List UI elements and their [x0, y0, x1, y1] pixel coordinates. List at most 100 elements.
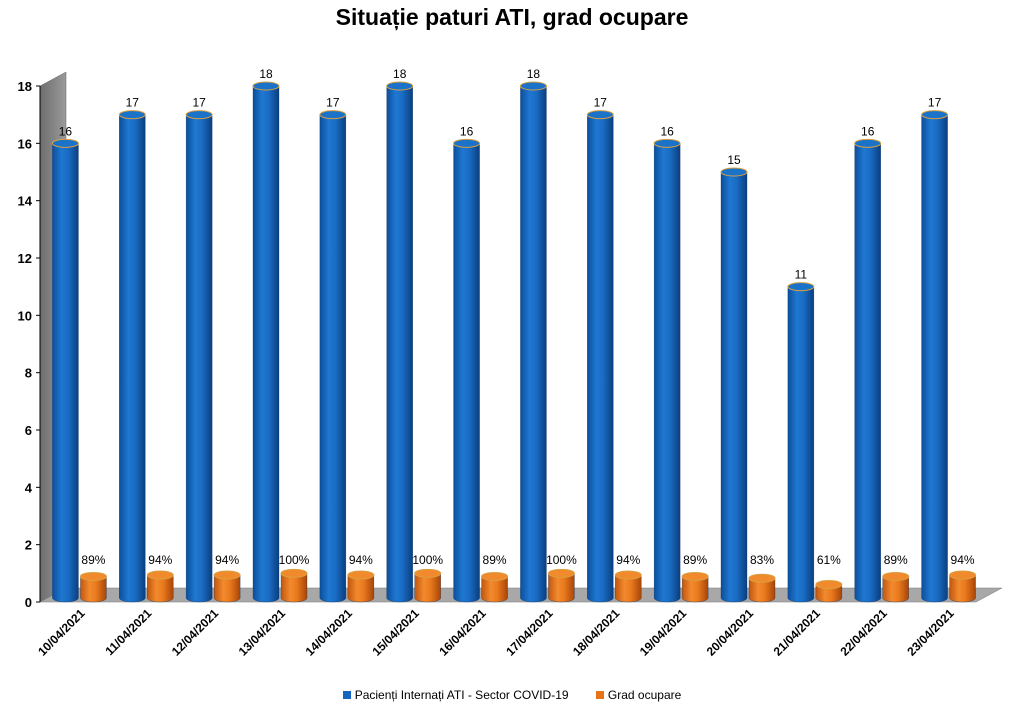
bar-occupancy-body	[815, 584, 843, 603]
data-label-patients: 17	[326, 96, 340, 110]
y-tick-label: 8	[25, 366, 32, 381]
bar-patients-top	[720, 167, 748, 177]
y-tick-label: 4	[25, 480, 33, 495]
x-tick-label: 19/04/2021	[637, 606, 690, 659]
bar-patients-body	[185, 114, 213, 603]
bar-patients-body	[119, 114, 146, 603]
bar-patients	[185, 110, 213, 603]
bar-occupancy-top	[882, 571, 910, 581]
legend-label-patients: Pacienți Internați ATI - Sector COVID-19	[354, 688, 569, 702]
bar-patients	[453, 138, 481, 603]
y-tick-label: 2	[25, 538, 32, 553]
bar-patients-body	[921, 114, 948, 603]
data-label-patients: 16	[59, 124, 73, 138]
data-label-occupancy: 94%	[349, 553, 373, 567]
bar-occupancy-body	[949, 574, 976, 603]
x-tick-label: 15/04/2021	[369, 606, 422, 659]
bar-occupancy-body	[80, 576, 107, 603]
x-tick-label: 20/04/2021	[704, 606, 757, 659]
bar-occupancy-body	[882, 576, 909, 603]
data-label-patients: 16	[460, 124, 474, 138]
bar-occupancy	[815, 580, 843, 603]
bar-occupancy-body	[347, 574, 375, 603]
bar-patients	[252, 81, 280, 603]
data-label-patients: 17	[126, 96, 140, 110]
data-label-occupancy: 100%	[546, 553, 577, 567]
x-tick-label: 18/04/2021	[570, 606, 623, 659]
legend-label-occupancy: Grad ocupare	[607, 688, 682, 702]
bar-occupancy-top	[347, 570, 375, 580]
bar-occupancy-top	[815, 580, 843, 590]
data-label-occupancy: 89%	[884, 553, 908, 567]
legend-swatch-occupancy	[595, 691, 604, 699]
y-tick-label: 14	[18, 194, 33, 209]
data-label-occupancy: 94%	[616, 553, 640, 567]
chart-plot: 0 2 4 6 8 10 12 14 16 18 16 89% 17 94% 17 94% 18 100% 17 9…	[18, 67, 1003, 659]
bar-patients-top	[319, 110, 347, 120]
y-tick-label: 0	[25, 595, 32, 610]
bar-occupancy-top	[547, 568, 575, 578]
bar-patients-top	[185, 110, 213, 120]
data-label-occupancy: 89%	[81, 553, 105, 567]
bar-occupancy-top	[949, 570, 977, 580]
bar-patients-body	[453, 143, 480, 603]
bar-patients-top	[519, 81, 547, 91]
bar-patients-body	[252, 85, 280, 603]
bar-patients-body	[854, 143, 881, 603]
data-label-patients: 17	[928, 96, 942, 110]
bar-occupancy-body	[748, 578, 776, 603]
bar-patients	[787, 282, 815, 603]
bar-group: 16 89% 17 94% 17 94% 18 100% 17 94% 18 100% 16 89% 18 1…	[51, 67, 977, 603]
bar-patients-body	[52, 143, 79, 603]
bar-occupancy	[414, 568, 442, 603]
bar-patients-top	[386, 81, 414, 91]
bar-patients-body	[720, 171, 748, 603]
data-label-occupancy: 94%	[148, 553, 172, 567]
bar-patients-body	[653, 143, 681, 603]
bar-patients-top	[586, 110, 614, 120]
legend-swatch-patients	[342, 691, 351, 699]
bar-occupancy-top	[614, 570, 642, 580]
bar-patients-body	[520, 85, 547, 603]
bar-occupancy	[481, 571, 509, 603]
data-label-patients: 18	[259, 67, 273, 81]
x-tick-label: 13/04/2021	[236, 606, 289, 659]
data-label-patients: 18	[527, 67, 541, 81]
legend: Pacienți Internați ATI - Sector COVID-19…	[0, 688, 1024, 702]
data-label-patients: 11	[795, 268, 808, 282]
bar-occupancy-top	[213, 570, 241, 580]
bar-occupancy-top	[748, 573, 776, 583]
bar-occupancy	[347, 570, 375, 603]
bar-patients-body	[386, 85, 413, 603]
x-tick-label: 12/04/2021	[169, 606, 222, 659]
x-tick-label: 23/04/2021	[904, 606, 957, 659]
bar-occupancy-body	[213, 574, 241, 603]
bar-patients	[118, 110, 146, 603]
x-axis: 10/04/2021 11/04/2021 12/04/2021 13/04/2021…	[35, 606, 957, 659]
data-label-patients: 16	[660, 124, 674, 138]
bar-patients-top	[51, 138, 79, 148]
bar-occupancy-top	[681, 571, 709, 581]
y-tick-label: 12	[18, 251, 32, 266]
bar-occupancy-top	[414, 568, 442, 578]
bar-occupancy-top	[481, 571, 509, 581]
data-label-patients: 16	[861, 124, 875, 138]
bar-patients-top	[252, 81, 280, 91]
data-label-occupancy: 89%	[483, 553, 507, 567]
data-label-patients: 18	[393, 67, 407, 81]
x-tick-label: 11/04/2021	[103, 606, 155, 658]
bar-patients-body	[587, 114, 614, 603]
bar-occupancy-body	[615, 574, 642, 603]
legend-item-occupancy: Grad ocupare	[595, 688, 682, 702]
y-axis: 0 2 4 6 8 10 12 14 16 18	[18, 79, 41, 610]
data-label-patients: 17	[192, 96, 206, 110]
data-label-occupancy: 94%	[215, 553, 239, 567]
bar-occupancy	[280, 568, 308, 603]
bar-occupancy-top	[146, 570, 174, 580]
bar-occupancy-body	[481, 576, 508, 603]
y-tick-label: 10	[18, 308, 32, 323]
bar-patients	[854, 138, 882, 603]
bar-occupancy	[748, 573, 776, 603]
x-tick-label: 17/04/2021	[503, 606, 556, 659]
bar-occupancy	[213, 570, 241, 603]
